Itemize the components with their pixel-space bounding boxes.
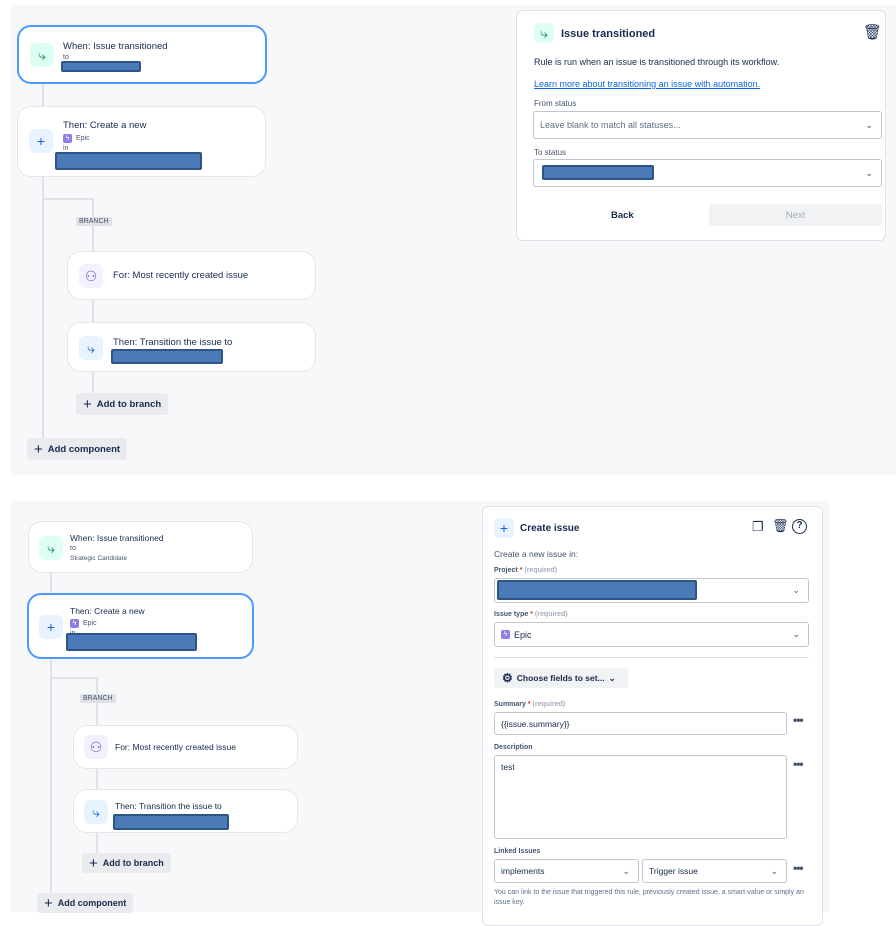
plus-icon: + — [83, 395, 92, 413]
summary-input[interactable]: {{issue.summary}} — [494, 712, 787, 735]
branch-label: BRANCH — [80, 694, 116, 703]
plus-icon: + — [44, 894, 53, 912]
hierarchy-icon: ⚇ — [79, 264, 103, 288]
plus-icon: + — [34, 440, 43, 458]
transition-icon: ⤷ — [39, 536, 63, 560]
redacted-project — [497, 580, 697, 600]
divider — [494, 657, 809, 658]
connector — [42, 198, 94, 200]
branch-for-node[interactable]: ⚇ For: Most recently created issue — [67, 251, 316, 300]
redacted-project — [55, 152, 202, 170]
choose-fields-button[interactable]: ⚙ Choose fields to set... ⌄ — [494, 668, 628, 688]
hierarchy-icon: ⚇ — [84, 735, 108, 759]
plus-icon: + — [494, 518, 514, 538]
help-icon[interactable]: ? — [792, 519, 807, 534]
more-options-icon[interactable]: ••• — [793, 861, 804, 875]
plus-icon: + — [29, 129, 53, 153]
transition-icon: ⤷ — [79, 336, 103, 360]
connector — [96, 677, 98, 862]
chevron-down-icon: ⌄ — [865, 167, 873, 178]
branch-label: BRANCH — [76, 217, 112, 226]
issue-transitioned-panel: ⤷ Issue transitioned 🗑 Rule is run when … — [516, 10, 886, 241]
plus-icon: + — [89, 854, 98, 872]
chevron-down-icon: ⌄ — [608, 672, 616, 683]
back-button[interactable]: Back — [611, 210, 634, 221]
redacted-status — [61, 61, 141, 72]
transition-icon: ⤷ — [30, 43, 54, 67]
transition-icon: ⤷ — [84, 800, 108, 824]
next-button[interactable]: Next — [709, 204, 882, 226]
redacted-status — [111, 349, 223, 364]
epic-icon: ϟ — [501, 630, 510, 639]
trash-icon[interactable]: 🗑 — [863, 24, 883, 41]
chevron-down-icon: ⌄ — [770, 865, 778, 876]
duplicate-icon[interactable]: ❐ — [752, 519, 764, 534]
create-issue-panel: + Create issue ❐ 🗑 ? Create a new issue … — [482, 506, 823, 926]
connector — [50, 572, 52, 912]
redacted-project — [66, 633, 197, 651]
link-type-select[interactable]: implements ⌄ — [494, 859, 639, 883]
more-options-icon[interactable]: ••• — [793, 713, 804, 727]
link-target-select[interactable]: Trigger issue ⌄ — [642, 859, 787, 883]
plus-icon: + — [39, 615, 63, 639]
add-to-branch-button[interactable]: + Add to branch — [82, 853, 171, 873]
more-options-icon[interactable]: ••• — [793, 757, 804, 771]
issue-type-select[interactable]: ϟ Epic ⌄ — [494, 622, 809, 647]
project-select[interactable]: ⌄ — [494, 578, 809, 603]
redacted-status — [113, 814, 229, 830]
trigger-node[interactable]: ⤷ When: Issue transitioned to Strategic … — [28, 521, 253, 573]
transition-node[interactable]: ⤷ Then: Transition the issue to — [73, 789, 298, 833]
gear-icon: ⚙ — [502, 671, 513, 685]
add-component-button[interactable]: + Add component — [37, 893, 134, 913]
trash-icon[interactable]: 🗑 — [772, 518, 789, 533]
epic-icon: ϟ — [70, 619, 79, 628]
transition-icon: ⤷ — [534, 23, 554, 43]
branch-for-node[interactable]: ⚇ For: Most recently created issue — [73, 725, 298, 769]
redacted-status — [542, 165, 654, 180]
add-component-button[interactable]: + Add component — [27, 438, 128, 460]
connector — [42, 82, 44, 447]
add-to-branch-button[interactable]: + Add to branch — [76, 393, 169, 415]
transition-node[interactable]: ⤷ Then: Transition the issue to — [67, 322, 316, 372]
chevron-down-icon: ⌄ — [792, 629, 800, 639]
from-status-select[interactable]: Leave blank to match all statuses... ⌄ — [533, 111, 882, 139]
chevron-down-icon: ⌄ — [622, 865, 630, 876]
epic-icon: ϟ — [63, 134, 72, 143]
to-status-select[interactable]: ⌄ — [533, 159, 882, 187]
description-textarea[interactable]: test — [494, 755, 787, 839]
learn-more-link[interactable]: Learn more about transitioning an issue … — [534, 79, 761, 89]
chevron-down-icon: ⌄ — [865, 119, 873, 130]
chevron-down-icon: ⌄ — [792, 585, 800, 595]
connector — [50, 677, 98, 679]
trigger-node[interactable]: ⤷ When: Issue transitioned to — [17, 25, 267, 84]
